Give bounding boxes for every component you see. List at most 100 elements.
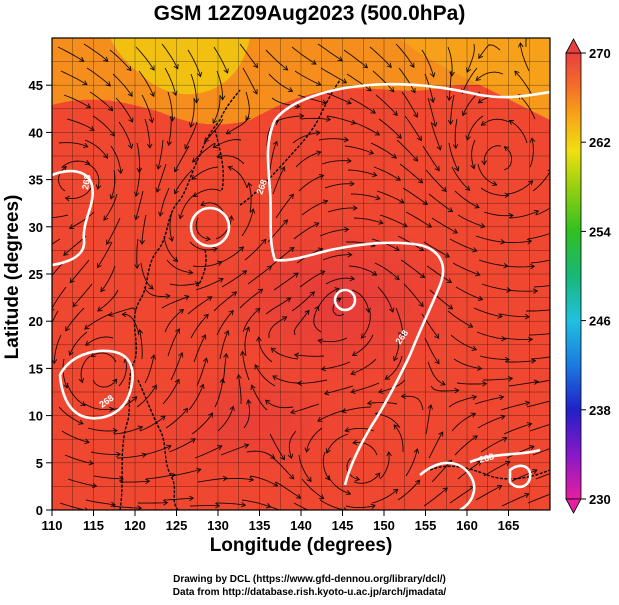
streamline-arrowhead bbox=[444, 252, 451, 258]
streamline-arrowhead bbox=[446, 278, 453, 283]
streamline bbox=[292, 132, 321, 144]
streamline bbox=[324, 385, 354, 395]
coast-philippines bbox=[137, 379, 179, 510]
streamline bbox=[398, 67, 416, 93]
streamline-arrowhead bbox=[257, 288, 264, 294]
streamline bbox=[140, 262, 154, 290]
streamline bbox=[474, 396, 504, 405]
streamline bbox=[112, 73, 133, 97]
streamline bbox=[188, 384, 204, 411]
streamline bbox=[428, 193, 453, 212]
streamline-arrowhead bbox=[52, 308, 55, 312]
streamline bbox=[344, 145, 374, 154]
streamline bbox=[461, 67, 478, 94]
streamline-arrowhead bbox=[65, 326, 71, 332]
streamline bbox=[375, 94, 398, 116]
streamline-arrowhead bbox=[436, 145, 442, 151]
streamline-arrowhead bbox=[396, 133, 402, 139]
streamline-arrowhead bbox=[148, 117, 155, 124]
y-axis-label: Latitude (degrees) bbox=[2, 194, 23, 360]
streamline-arrowhead bbox=[118, 475, 125, 482]
streamline bbox=[83, 43, 109, 62]
streamline-arrowhead bbox=[248, 476, 255, 483]
streamline bbox=[322, 451, 330, 481]
streamline-arrowhead bbox=[216, 153, 222, 159]
streamline-arrowhead bbox=[103, 56, 109, 62]
y-axis-ticks: 0 5 10 15 20 25 30 35 40 45 bbox=[29, 78, 52, 518]
streamline bbox=[481, 118, 510, 126]
streamline bbox=[350, 358, 377, 375]
streamline bbox=[317, 288, 340, 309]
streamline bbox=[401, 91, 418, 118]
streamline bbox=[379, 214, 408, 227]
streamline-arrowhead bbox=[360, 333, 366, 339]
streamline-arrowhead bbox=[554, 421, 559, 426]
streamline bbox=[454, 118, 458, 149]
streamline-arrowhead bbox=[188, 495, 195, 502]
streamline bbox=[238, 374, 242, 405]
streamline bbox=[244, 239, 267, 261]
streamline-arrowhead bbox=[497, 313, 503, 319]
streamline-arrowhead bbox=[447, 119, 454, 126]
streamline bbox=[212, 139, 242, 148]
streamline-arrowhead bbox=[68, 224, 75, 230]
streamline bbox=[457, 460, 482, 480]
streamline bbox=[191, 166, 219, 180]
x-tick-label: 120 bbox=[124, 518, 146, 533]
streamline-arrowhead bbox=[427, 404, 433, 410]
streamline-arrowhead bbox=[133, 191, 140, 197]
streamline-arrowhead bbox=[170, 472, 176, 479]
streamline-arrowhead bbox=[393, 488, 399, 494]
streamline bbox=[113, 426, 143, 435]
streamline-arrowhead bbox=[526, 238, 533, 245]
streamline bbox=[109, 49, 132, 71]
streamline-arrowhead bbox=[239, 350, 246, 356]
streamline bbox=[385, 355, 403, 380]
streamline bbox=[92, 378, 117, 388]
streamline-arrowhead bbox=[246, 182, 253, 188]
streamline-arrowhead bbox=[524, 313, 531, 320]
streamline-arrowhead bbox=[304, 309, 310, 316]
streamline bbox=[80, 355, 91, 383]
colorbar-scale bbox=[565, 52, 582, 500]
streamline bbox=[502, 337, 533, 340]
streamline bbox=[171, 468, 201, 477]
streamline-arrowhead bbox=[80, 401, 86, 406]
streamline-arrowhead bbox=[470, 164, 476, 170]
streamline bbox=[216, 70, 224, 100]
streamline-arrowhead bbox=[422, 200, 429, 206]
streamline-arrowhead bbox=[475, 271, 481, 277]
streamline-arrowhead bbox=[314, 305, 320, 312]
streamline-arrowhead bbox=[84, 159, 91, 165]
streamline-arrowhead bbox=[151, 384, 157, 390]
streamline bbox=[61, 160, 90, 168]
y-tick-label: 5 bbox=[36, 456, 43, 471]
coldest-trough bbox=[110, 38, 250, 95]
streamline-arrowhead bbox=[296, 380, 303, 387]
streamline bbox=[268, 73, 293, 92]
credit-data: Data from http://database.rish.kyoto-u.a… bbox=[172, 587, 447, 598]
streamline-arrowhead bbox=[350, 370, 356, 376]
streamline bbox=[395, 307, 404, 337]
streamline bbox=[421, 49, 435, 78]
streamline bbox=[275, 481, 301, 499]
streamline bbox=[343, 49, 368, 69]
coastlines bbox=[119, 79, 550, 510]
streamline-arrowhead bbox=[441, 186, 447, 193]
streamline-arrowhead bbox=[295, 493, 302, 499]
streamline bbox=[341, 406, 372, 413]
streamline-arrowhead bbox=[413, 448, 420, 454]
streamline bbox=[247, 265, 272, 285]
streamline bbox=[424, 337, 440, 365]
streamline-arrowhead bbox=[354, 475, 361, 482]
streamline bbox=[501, 493, 529, 507]
streamlines bbox=[52, 38, 559, 510]
streamline bbox=[200, 202, 225, 216]
streamline bbox=[245, 91, 250, 121]
streamline-arrowhead bbox=[377, 388, 384, 394]
streamline bbox=[187, 296, 213, 315]
streamline-arrowhead bbox=[196, 71, 203, 78]
streamline-arrowhead bbox=[529, 445, 535, 451]
streamline bbox=[174, 169, 193, 194]
streamline bbox=[452, 262, 480, 276]
